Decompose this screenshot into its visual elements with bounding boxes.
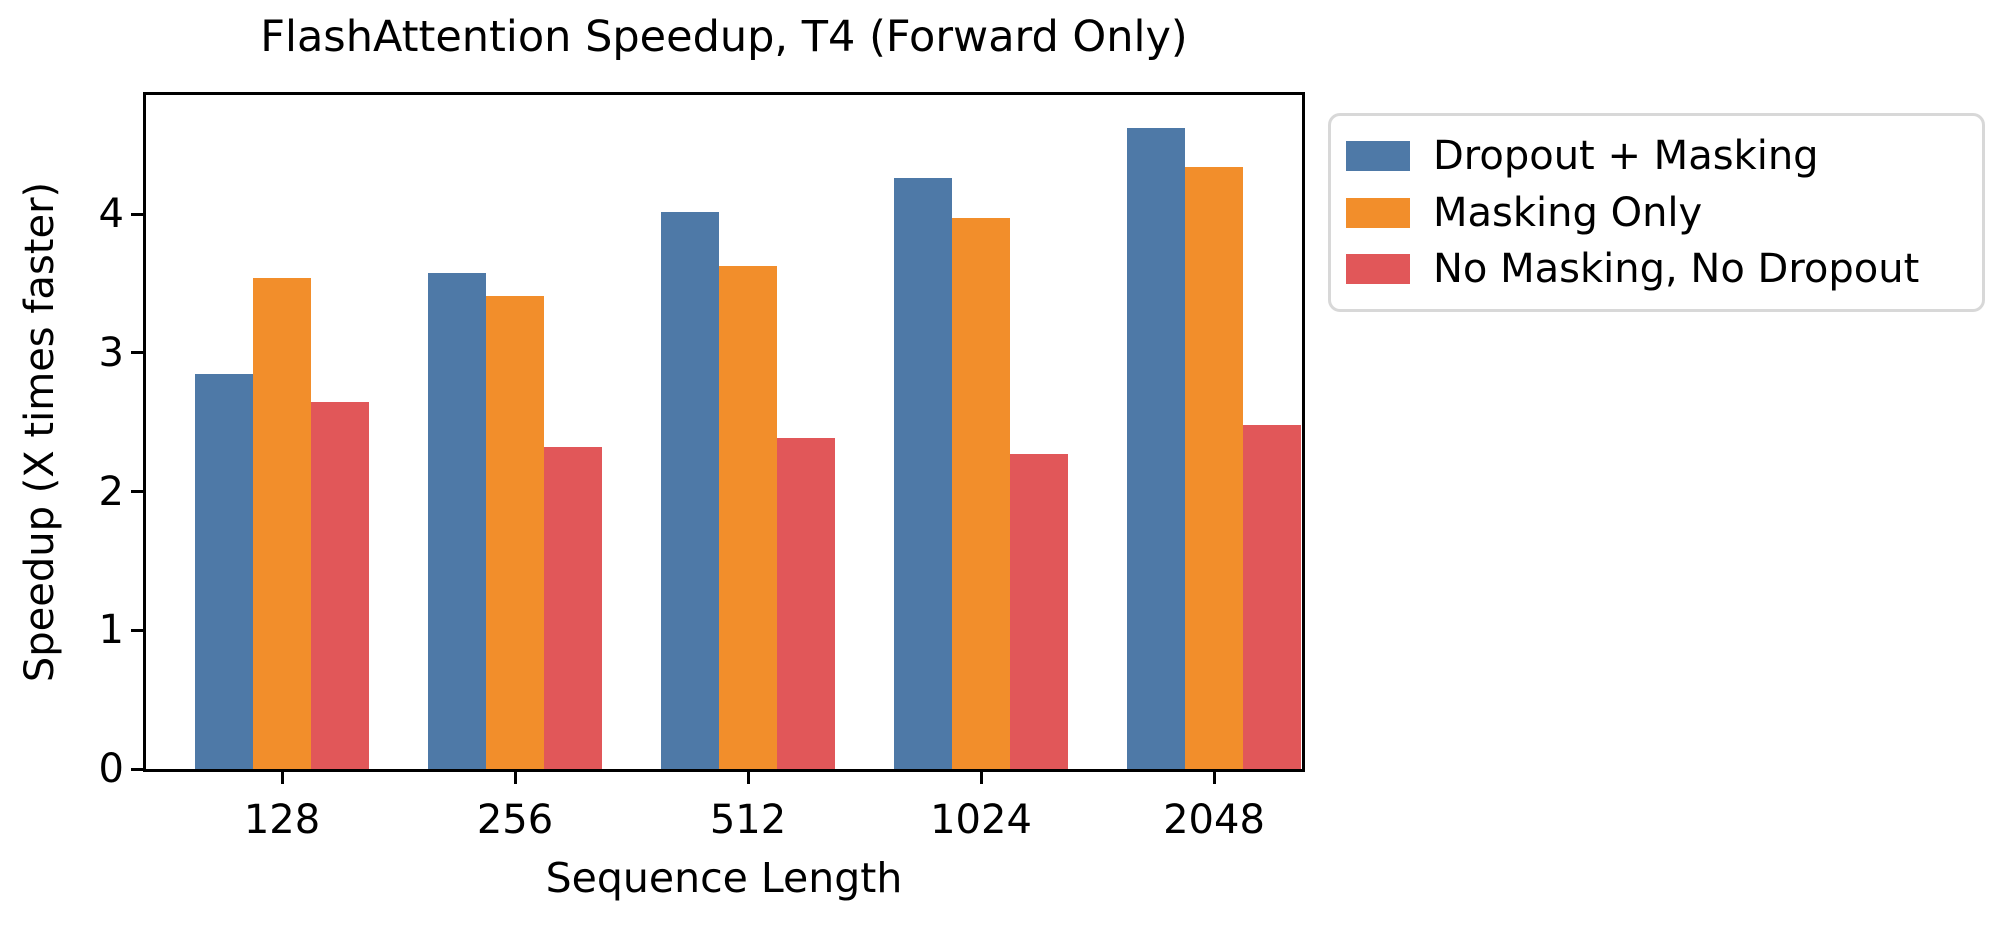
y-tick-mark [131,490,143,494]
bar-group-2048 [1127,95,1301,769]
y-tick-label: 4 [98,191,124,238]
y-tick-mark [131,351,143,355]
x-tick-label: 512 [709,797,787,843]
bar-2048 [1127,128,1185,769]
bar-128 [195,373,253,769]
y-tick-label: 1 [98,607,124,654]
y-axis-label: Speedup (X times faster) [17,181,63,683]
x-tick-mark [746,772,750,784]
x-tick-label: 1024 [930,797,1032,843]
y-tick-label: 2 [98,468,124,515]
bar-1024 [894,178,952,769]
y-tick-label: 0 [98,746,124,792]
bar-256 [486,296,544,769]
legend-label: Masking Only [1433,189,1703,236]
legend-swatch [1346,254,1410,285]
legend-swatch [1346,140,1410,171]
bar-group-1024 [894,95,1068,769]
legend-swatch [1346,197,1410,228]
x-tick-mark [513,772,517,784]
legend-entry: Masking Only [1346,190,1972,236]
x-tick-label: 128 [243,797,321,843]
bar-256 [428,272,486,769]
legend-label: No Masking, No Dropout [1433,246,1920,293]
bar-1024 [952,218,1010,769]
y-tick-label: 3 [98,329,124,376]
y-tick-mark [131,212,143,216]
bar-128 [253,278,311,769]
bar-512 [777,437,835,769]
legend: Dropout + Masking Masking Only No Masking,… [1328,113,1985,312]
x-tick-mark [1212,772,1216,784]
x-axis-label: Sequence Length [545,854,903,902]
y-tick-mark [131,767,143,771]
legend-entry: No Masking, No Dropout [1346,246,1972,292]
y-tick-mark [131,628,143,632]
bar-512 [719,265,777,769]
bar-2048 [1243,425,1301,769]
x-tick-label: 2048 [1163,797,1265,843]
bar-256 [544,447,602,769]
x-tick-mark [280,772,284,784]
bar-2048 [1185,167,1243,769]
plot-area: 0 1 2 3 4 128 256 512 1024 2048 [99,92,1305,843]
bar-512 [661,211,719,769]
x-tick-label: 256 [476,797,554,843]
x-tick-mark [979,772,983,784]
legend-label: Dropout + Masking [1433,132,1819,179]
bar-group-512 [661,95,835,769]
y-axis-label-container: Speedup (X times faster) [8,92,72,772]
chart-title: FlashAttention Speedup, T4 (Forward Only… [260,12,1188,62]
bar-128 [311,401,369,769]
bar-1024 [1010,454,1068,769]
legend-entry: Dropout + Masking [1346,133,1972,179]
bar-group-256 [428,95,602,769]
bar-group-128 [195,95,369,769]
